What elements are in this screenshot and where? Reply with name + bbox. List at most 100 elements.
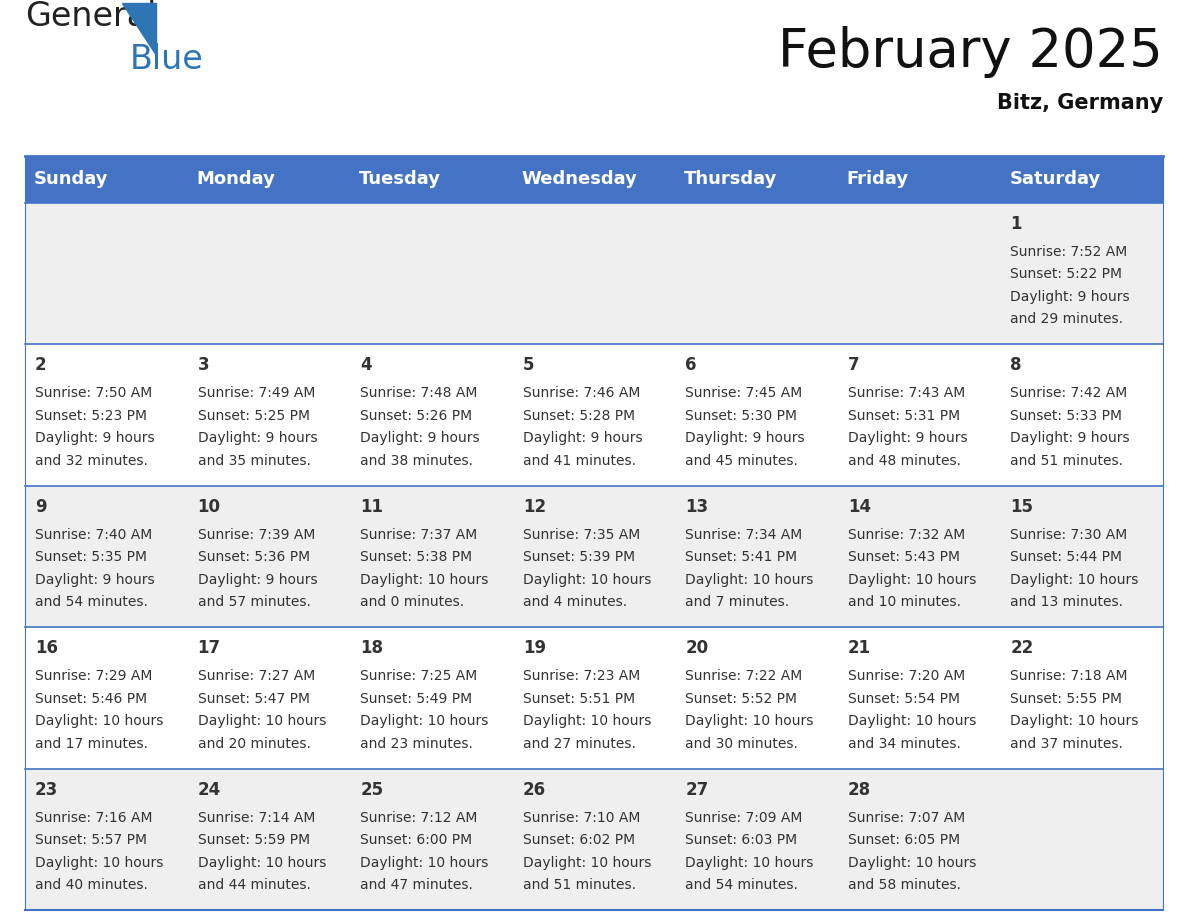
Text: Daylight: 10 hours: Daylight: 10 hours: [360, 714, 488, 728]
Text: Daylight: 10 hours: Daylight: 10 hours: [34, 714, 164, 728]
Text: 26: 26: [523, 780, 545, 799]
Text: and 51 minutes.: and 51 minutes.: [523, 879, 636, 892]
Text: 19: 19: [523, 639, 545, 657]
Bar: [1000, 156, 1163, 203]
Bar: [25, 768, 1163, 910]
Text: February 2025: February 2025: [778, 26, 1163, 78]
Text: 18: 18: [360, 639, 384, 657]
Text: and 45 minutes.: and 45 minutes.: [685, 453, 798, 468]
Bar: [188, 156, 350, 203]
Text: and 54 minutes.: and 54 minutes.: [685, 879, 798, 892]
Text: Friday: Friday: [847, 171, 909, 188]
Text: Sunset: 5:35 PM: Sunset: 5:35 PM: [34, 550, 147, 565]
Text: Daylight: 10 hours: Daylight: 10 hours: [685, 856, 814, 869]
Text: 20: 20: [685, 639, 708, 657]
Text: 15: 15: [1011, 498, 1034, 516]
Text: Sunrise: 7:07 AM: Sunrise: 7:07 AM: [848, 811, 965, 824]
Text: Daylight: 10 hours: Daylight: 10 hours: [523, 856, 651, 869]
Text: Sunrise: 7:35 AM: Sunrise: 7:35 AM: [523, 528, 640, 542]
Bar: [25, 627, 1163, 768]
Text: and 57 minutes.: and 57 minutes.: [197, 595, 310, 610]
Text: Daylight: 10 hours: Daylight: 10 hours: [360, 856, 488, 869]
Text: 4: 4: [360, 356, 372, 375]
Text: Sunset: 5:23 PM: Sunset: 5:23 PM: [34, 409, 147, 423]
Text: 14: 14: [848, 498, 871, 516]
Text: Sunrise: 7:23 AM: Sunrise: 7:23 AM: [523, 669, 640, 683]
Text: Daylight: 9 hours: Daylight: 9 hours: [1011, 431, 1130, 445]
Text: Daylight: 10 hours: Daylight: 10 hours: [197, 856, 326, 869]
Text: and 37 minutes.: and 37 minutes.: [1011, 737, 1124, 751]
Text: Wednesday: Wednesday: [522, 171, 638, 188]
Text: Sunset: 5:52 PM: Sunset: 5:52 PM: [685, 691, 797, 706]
Text: Sunrise: 7:42 AM: Sunrise: 7:42 AM: [1011, 386, 1127, 400]
Text: 11: 11: [360, 498, 384, 516]
Text: Sunrise: 7:46 AM: Sunrise: 7:46 AM: [523, 386, 640, 400]
Text: Sunrise: 7:52 AM: Sunrise: 7:52 AM: [1011, 245, 1127, 259]
Text: Daylight: 10 hours: Daylight: 10 hours: [848, 573, 977, 587]
Text: and 48 minutes.: and 48 minutes.: [848, 453, 961, 468]
Text: Sunset: 5:25 PM: Sunset: 5:25 PM: [197, 409, 310, 423]
Text: 25: 25: [360, 780, 384, 799]
Text: Sunrise: 7:48 AM: Sunrise: 7:48 AM: [360, 386, 478, 400]
Text: Sunrise: 7:39 AM: Sunrise: 7:39 AM: [197, 528, 315, 542]
Text: Sunset: 6:00 PM: Sunset: 6:00 PM: [360, 834, 473, 847]
Bar: [350, 156, 513, 203]
Text: 2: 2: [34, 356, 46, 375]
Text: Sunrise: 7:29 AM: Sunrise: 7:29 AM: [34, 669, 152, 683]
Text: Sunset: 5:41 PM: Sunset: 5:41 PM: [685, 550, 797, 565]
Text: Sunrise: 7:22 AM: Sunrise: 7:22 AM: [685, 669, 803, 683]
Text: and 51 minutes.: and 51 minutes.: [1011, 453, 1124, 468]
Text: Monday: Monday: [196, 171, 276, 188]
Bar: [25, 203, 1163, 344]
Text: and 29 minutes.: and 29 minutes.: [1011, 312, 1124, 327]
Text: Thursday: Thursday: [684, 171, 778, 188]
Text: Sunset: 5:39 PM: Sunset: 5:39 PM: [523, 550, 634, 565]
Text: Sunset: 5:36 PM: Sunset: 5:36 PM: [197, 550, 310, 565]
Text: 9: 9: [34, 498, 46, 516]
Text: Daylight: 10 hours: Daylight: 10 hours: [360, 573, 488, 587]
Text: Sunset: 5:54 PM: Sunset: 5:54 PM: [848, 691, 960, 706]
Text: Sunrise: 7:18 AM: Sunrise: 7:18 AM: [1011, 669, 1127, 683]
Text: Saturday: Saturday: [1010, 171, 1100, 188]
Text: 6: 6: [685, 356, 697, 375]
Text: 21: 21: [848, 639, 871, 657]
Text: and 35 minutes.: and 35 minutes.: [197, 453, 310, 468]
Text: Sunrise: 7:32 AM: Sunrise: 7:32 AM: [848, 528, 965, 542]
Text: Sunset: 6:05 PM: Sunset: 6:05 PM: [848, 834, 960, 847]
Text: and 10 minutes.: and 10 minutes.: [848, 595, 961, 610]
Text: 24: 24: [197, 780, 221, 799]
Text: Daylight: 10 hours: Daylight: 10 hours: [685, 573, 814, 587]
Text: Sunset: 5:55 PM: Sunset: 5:55 PM: [1011, 691, 1123, 706]
Bar: [25, 344, 1163, 486]
Text: 10: 10: [197, 498, 221, 516]
Text: Daylight: 9 hours: Daylight: 9 hours: [34, 573, 154, 587]
Bar: [838, 156, 1000, 203]
Text: and 32 minutes.: and 32 minutes.: [34, 453, 147, 468]
Text: and 41 minutes.: and 41 minutes.: [523, 453, 636, 468]
Text: Bitz, Germany: Bitz, Germany: [997, 93, 1163, 113]
Text: Daylight: 10 hours: Daylight: 10 hours: [685, 714, 814, 728]
Text: Sunset: 6:03 PM: Sunset: 6:03 PM: [685, 834, 797, 847]
Text: and 23 minutes.: and 23 minutes.: [360, 737, 473, 751]
Text: Sunset: 5:51 PM: Sunset: 5:51 PM: [523, 691, 634, 706]
Bar: [25, 486, 1163, 627]
Text: Sunrise: 7:49 AM: Sunrise: 7:49 AM: [197, 386, 315, 400]
Text: 17: 17: [197, 639, 221, 657]
Text: Sunrise: 7:14 AM: Sunrise: 7:14 AM: [197, 811, 315, 824]
Text: and 7 minutes.: and 7 minutes.: [685, 595, 789, 610]
Text: Daylight: 9 hours: Daylight: 9 hours: [848, 431, 967, 445]
Text: Sunset: 5:46 PM: Sunset: 5:46 PM: [34, 691, 147, 706]
Text: 23: 23: [34, 780, 58, 799]
Text: and 27 minutes.: and 27 minutes.: [523, 737, 636, 751]
Text: Sunday: Sunday: [34, 171, 108, 188]
Text: Sunrise: 7:09 AM: Sunrise: 7:09 AM: [685, 811, 803, 824]
Text: Sunrise: 7:30 AM: Sunrise: 7:30 AM: [1011, 528, 1127, 542]
Text: and 17 minutes.: and 17 minutes.: [34, 737, 148, 751]
Text: Blue: Blue: [129, 43, 204, 76]
Text: Sunrise: 7:34 AM: Sunrise: 7:34 AM: [685, 528, 803, 542]
Text: Daylight: 9 hours: Daylight: 9 hours: [34, 431, 154, 445]
Text: Sunset: 5:49 PM: Sunset: 5:49 PM: [360, 691, 473, 706]
Text: 13: 13: [685, 498, 708, 516]
Text: 22: 22: [1011, 639, 1034, 657]
Text: and 58 minutes.: and 58 minutes.: [848, 879, 961, 892]
